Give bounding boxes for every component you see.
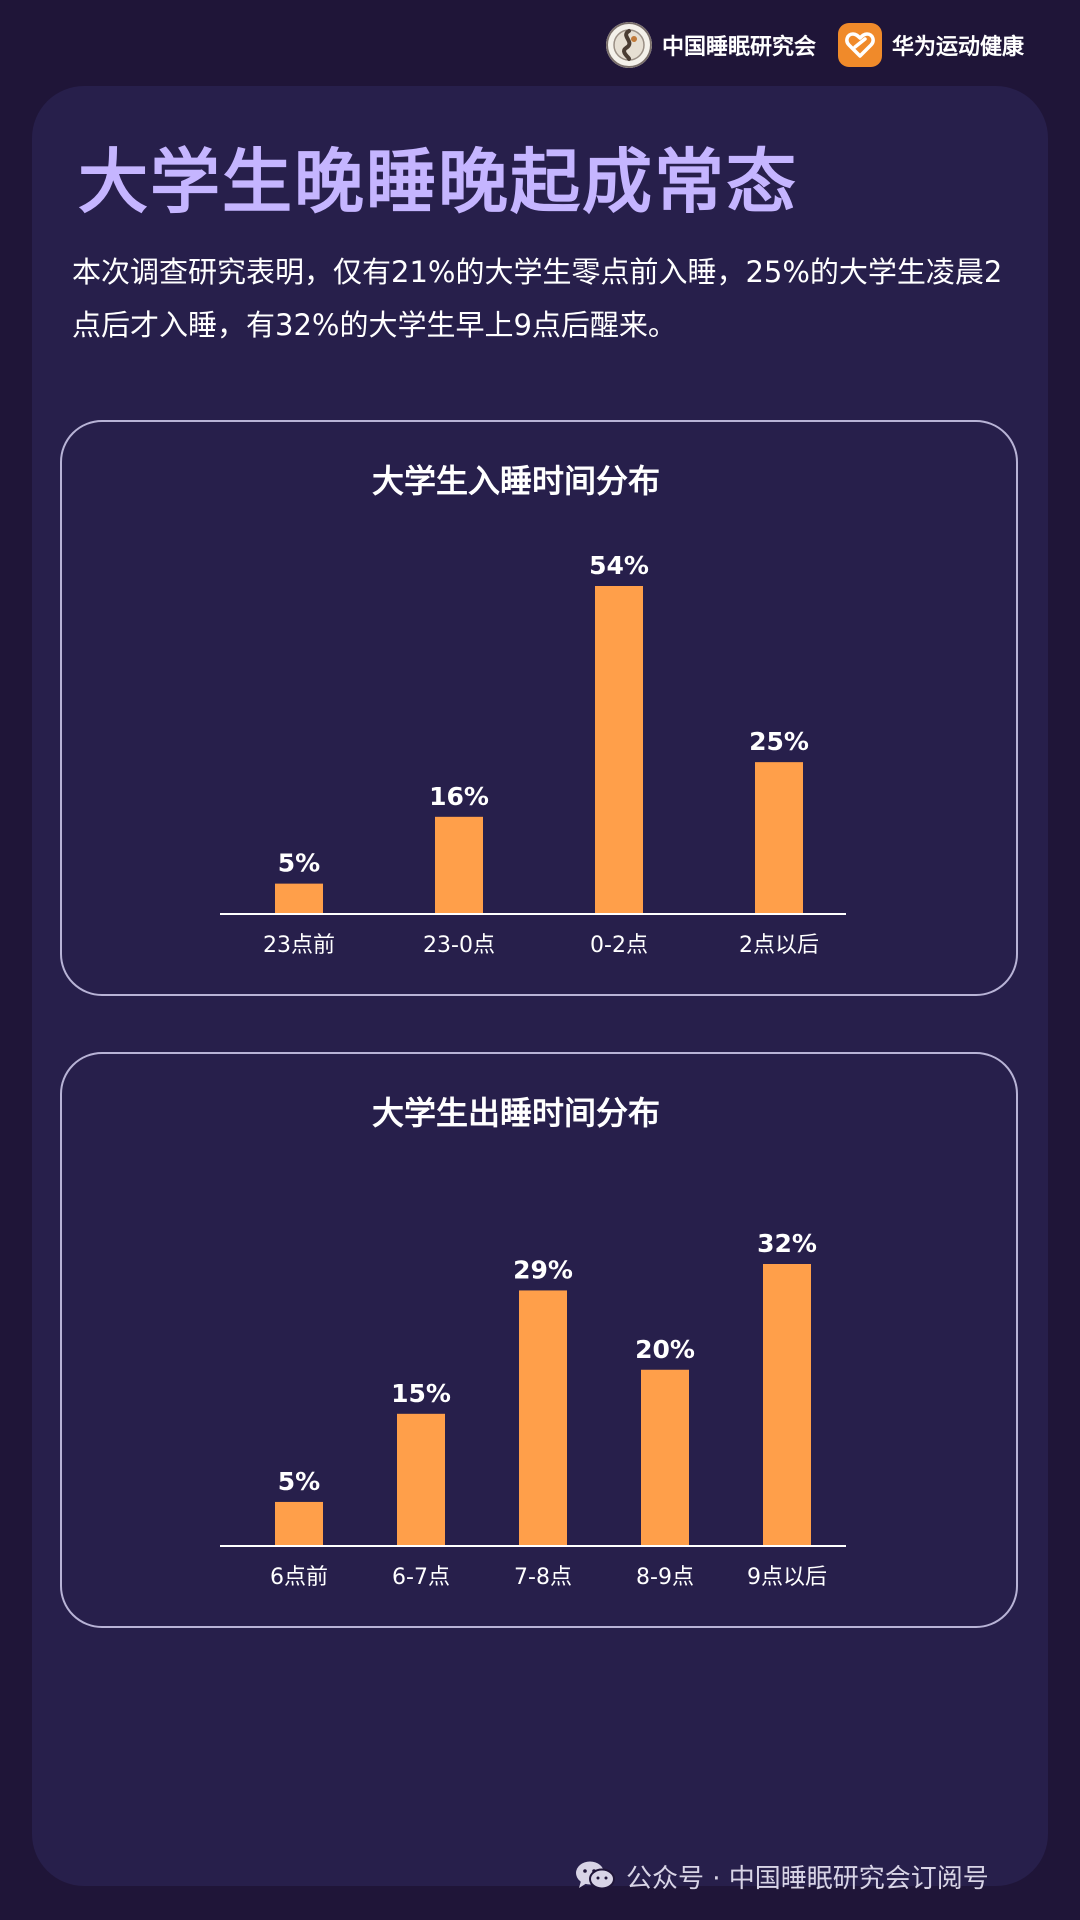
bar-value-label: 16% [429,782,489,811]
bedtime-bar-chart: 5% 23点前 16% 23-0点 54% 0-2点 25% 2点以后 [220,551,846,958]
category-label: 7-8点 [514,1565,572,1590]
category-label: 23点前 [263,933,335,958]
bar [435,816,483,914]
category-label: 0-2点 [590,933,648,958]
chart-title: 大学生入睡时间分布 [371,462,660,500]
category-label: 23-0点 [423,933,495,958]
bar-value-label: 15% [391,1379,451,1408]
footer: 公众号 · 中国睡眠研究会订阅号 [574,1856,989,1896]
bar [275,883,323,914]
huawei-health-logo-icon [838,23,882,67]
bedtime-chart-card: 大学生入睡时间分布 5% 23点前 16% 23-0点 54% 0-2点 25% 2点以后 [60,420,1018,996]
bar-value-label: 32% [757,1229,817,1258]
waketime-chart-card: 大学生出睡时间分布 5% 6点前 15% 6-7点 29% 7-8点 20% 8-9点 32% 9… [60,1052,1018,1628]
category-label: 2点以后 [739,933,819,958]
bar [519,1290,567,1546]
bar-value-label: 54% [589,551,649,580]
bar-value-label: 5% [278,1467,320,1496]
sleep-society-logo-icon [606,22,652,68]
main-panel: 大学生晚睡晚起成常态 本次调查研究表明，仅有21%的大学生零点前入睡，25%的大… [32,86,1048,1886]
chart-title: 大学生出睡时间分布 [371,1094,660,1132]
page-title: 大学生晚睡晚起成常态 [78,141,798,223]
bar [641,1369,689,1546]
bar [763,1264,811,1546]
bar-value-label: 20% [635,1335,695,1364]
bar-value-label: 25% [749,727,809,756]
bar-value-label: 29% [513,1255,573,1284]
partner-name: 华为运动健康 [892,35,1025,60]
wechat-icon [576,1861,615,1890]
bar [397,1413,445,1546]
category-label: 8-9点 [636,1565,694,1590]
partner-brand: 华为运动健康 [838,22,1024,68]
waketime-bar-chart: 5% 6点前 15% 6-7点 29% 7-8点 20% 8-9点 32% 9点以后 [220,1229,846,1590]
bar [595,586,643,914]
org-name: 中国睡眠研究会 [662,35,817,60]
bar [755,762,803,914]
top-bar: 中国睡眠研究会 华为运动健康 [0,0,1080,88]
intro-text: 本次调查研究表明，仅有21%的大学生零点前入睡，25%的大学生凌晨2点后才入睡，… [72,255,1003,342]
bar-value-label: 5% [278,849,320,878]
category-label: 6点前 [270,1565,328,1590]
category-label: 9点以后 [747,1565,827,1590]
category-label: 6-7点 [392,1565,450,1590]
org-brand: 中国睡眠研究会 [606,22,816,68]
bar [275,1501,323,1546]
footer-text: 公众号 · 中国睡眠研究会订阅号 [626,1863,989,1894]
